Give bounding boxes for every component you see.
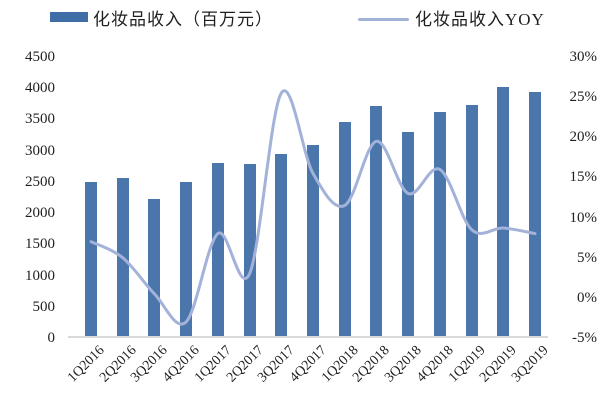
line-series-legend-label: 化妆品收入YOY <box>415 10 545 29</box>
bar <box>243 163 256 336</box>
y-axis-label-right: 20% <box>569 129 598 146</box>
y-axis-label-right: 0% <box>577 289 597 306</box>
bar <box>307 144 319 336</box>
y-axis-label-left: 4500 <box>25 49 55 65</box>
y-axis-label-left: 4000 <box>25 80 55 97</box>
bar <box>180 181 193 336</box>
bar <box>275 154 288 336</box>
y-axis-label-left: 2500 <box>25 173 55 190</box>
bar <box>85 182 97 336</box>
y-axis-label-right: 15% <box>569 169 598 186</box>
y-axis-label-right: 25% <box>569 89 598 106</box>
y-axis-label-left: 1000 <box>25 267 55 284</box>
bar <box>211 163 224 336</box>
yoy-line-series <box>89 89 537 326</box>
y-axis-label-left: 3500 <box>25 111 55 128</box>
bar <box>370 105 383 336</box>
y-axis-label-left: 1500 <box>25 236 55 253</box>
bar-series-legend-label: 化妆品收入（百万元） <box>93 10 273 29</box>
bar <box>497 87 510 336</box>
y-axis-label-right: 5% <box>577 249 597 266</box>
bar <box>148 198 161 336</box>
bar <box>338 121 351 336</box>
y-axis-label-left: 3000 <box>25 142 55 159</box>
y-axis-label-right: -5% <box>572 330 597 346</box>
y-axis-label-left: 2000 <box>25 205 55 222</box>
chart-legend: 化妆品收入（百万元） 化妆品收入YOY <box>0 0 600 34</box>
line-series-swatch-icon <box>358 18 409 21</box>
y-axis-label-left: 500 <box>32 298 56 315</box>
bar <box>402 131 415 336</box>
bar-series-swatch-icon <box>50 12 88 22</box>
bar <box>529 91 541 336</box>
bar <box>465 104 478 336</box>
y-axis-label-left: 0 <box>47 330 56 346</box>
plot-area <box>68 57 548 338</box>
y-axis-label-right: 10% <box>569 209 598 226</box>
yoy-line-path <box>89 89 537 326</box>
y-axis-label-right: 30% <box>569 49 598 65</box>
